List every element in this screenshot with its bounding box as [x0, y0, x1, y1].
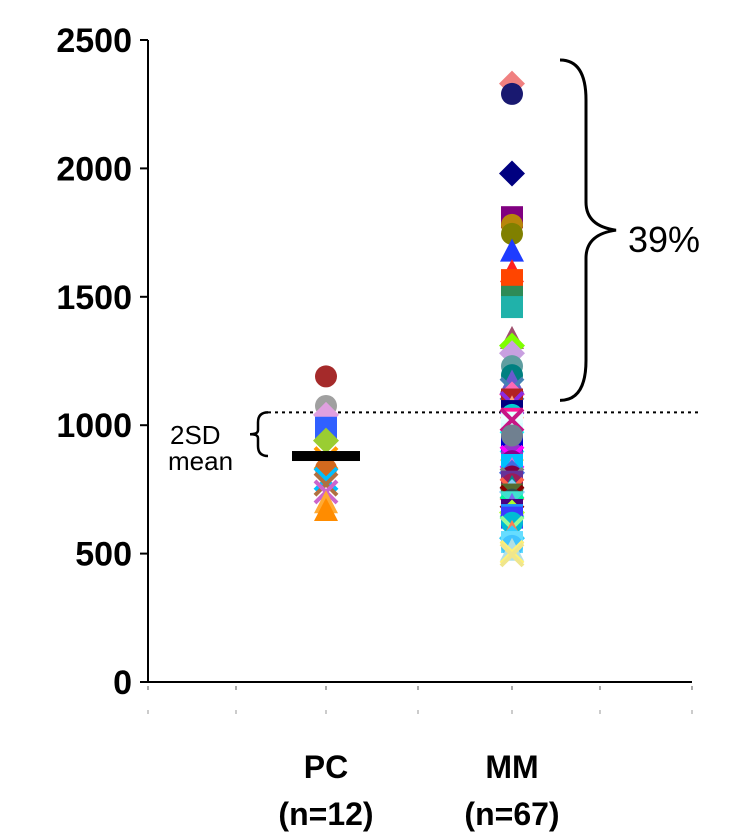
category-label: MM [485, 749, 538, 785]
percent-brace [559, 58, 617, 402]
mean-bar [292, 451, 360, 462]
data-point [501, 222, 523, 245]
data-point [501, 296, 523, 319]
category-n-label: (n=12) [278, 796, 373, 832]
y-tick-label: 500 [75, 536, 132, 574]
data-point [313, 427, 339, 454]
y-tick-label: 0 [113, 664, 132, 702]
data-point [313, 471, 339, 497]
y-tick-label: 1000 [56, 407, 132, 445]
data-point [499, 542, 525, 568]
category-labels: PC (n=12) MM (n=67) [278, 749, 559, 832]
data-point [499, 160, 525, 187]
data-point [501, 269, 523, 292]
category-n-label: (n=67) [464, 796, 559, 832]
two-sd-bracket [249, 411, 269, 458]
annotations: 2SD mean 39% [168, 58, 700, 476]
data-point [314, 497, 338, 521]
data-point [315, 365, 337, 388]
data-point [500, 369, 524, 393]
data-point [500, 537, 524, 561]
y-ticks: 0 500 1000 1500 2000 2500 [56, 22, 148, 702]
y-tick-label: 2500 [56, 22, 132, 60]
category-label: PC [304, 749, 348, 785]
axes [147, 40, 693, 714]
data-point [501, 82, 523, 105]
data-point [500, 238, 524, 262]
y-tick-label: 1500 [56, 279, 132, 317]
data-points [292, 70, 525, 568]
percent-label: 39% [628, 219, 700, 260]
y-tick-label: 2000 [56, 150, 132, 188]
two-sd-label: 2SD [170, 420, 221, 450]
mean-label: mean [168, 446, 233, 476]
data-point [501, 424, 523, 447]
